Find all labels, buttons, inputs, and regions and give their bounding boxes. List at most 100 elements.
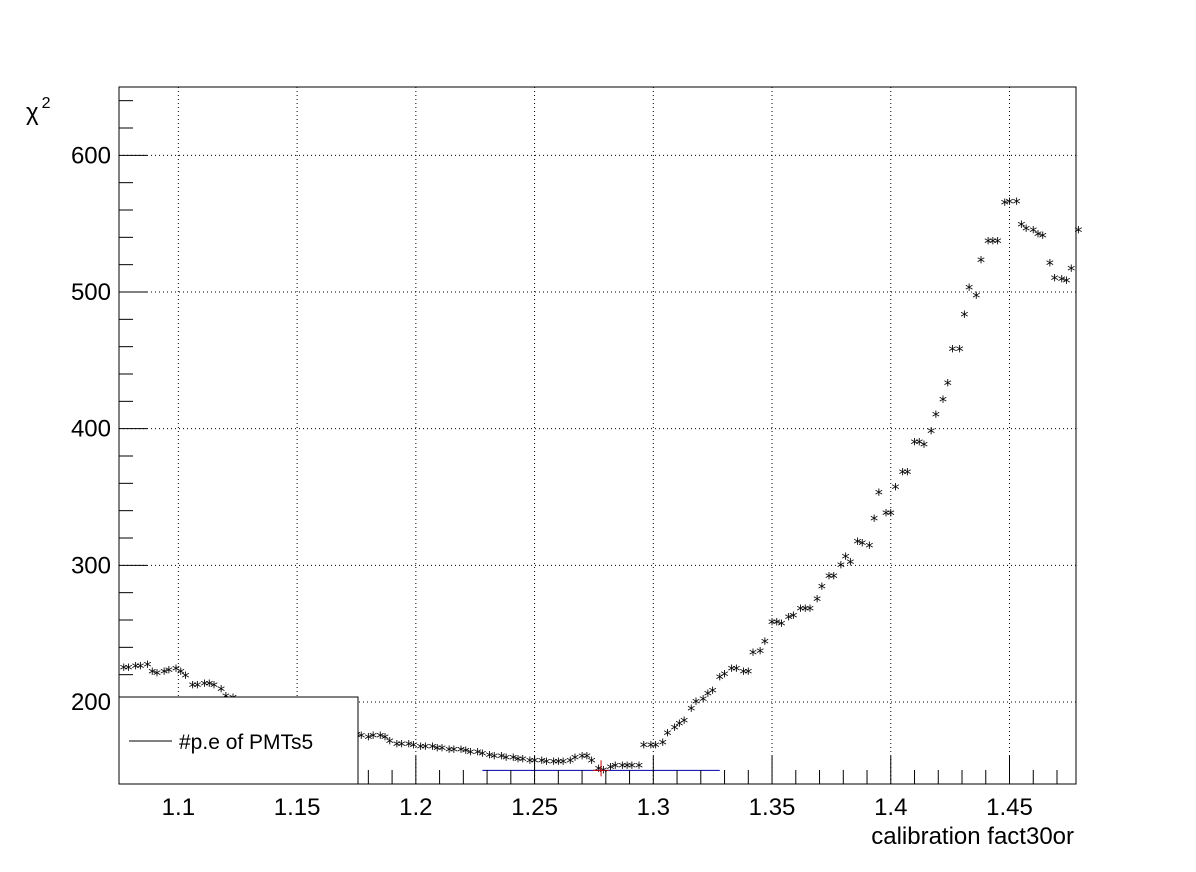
data-point-0-78: *	[571, 750, 579, 769]
data-point-0-119: *	[806, 601, 814, 620]
data-point-0-101: *	[704, 686, 712, 705]
data-point-0-154: *	[1006, 194, 1014, 213]
data-point-0-64: *	[490, 749, 498, 768]
legend-entry-label: #p.e of PMTs5	[179, 731, 313, 754]
data-point-0-112: *	[768, 615, 776, 634]
data-point-0-105: *	[728, 661, 736, 680]
data-point-0-81: *	[588, 753, 596, 772]
data-point-0-115: *	[785, 609, 793, 628]
data-point-0-117: *	[797, 601, 805, 620]
data-point-0-74: *	[550, 754, 558, 773]
data-point-0-95: *	[671, 720, 679, 739]
data-point-0-97: *	[680, 713, 688, 732]
x-axis-title: calibration fact30or	[871, 823, 1074, 850]
grid	[119, 87, 1076, 784]
data-point-0-57: *	[450, 742, 458, 761]
data-point-0-53: *	[428, 739, 436, 758]
data-point-0-79: *	[578, 749, 586, 768]
data-point-0-122: *	[825, 568, 833, 587]
y-tick-label-3: 500	[71, 279, 111, 306]
data-point-0-108: *	[744, 664, 752, 683]
data-point-0-128: *	[858, 535, 866, 554]
data-point-0-149: *	[977, 253, 985, 272]
data-point-0-98: *	[687, 701, 695, 720]
y-axis-title-symbol: χ	[26, 99, 39, 126]
legend: #p.e of PMTs5	[118, 696, 359, 785]
data-point-0-16: *	[210, 678, 218, 697]
data-point-0-159: *	[1034, 227, 1042, 246]
data-point-0-58: *	[457, 742, 465, 761]
data-point-0-123: *	[830, 568, 838, 587]
data-point-0-91: *	[647, 738, 655, 757]
data-point-0-76: *	[559, 754, 567, 773]
data-point-0-87: *	[623, 758, 631, 777]
data-point-0-146: *	[960, 307, 968, 326]
data-point-0-67: *	[509, 750, 517, 769]
data-point-0-90: *	[640, 738, 648, 757]
data-point-0-126: *	[846, 555, 854, 574]
data-point-0-156: *	[1017, 217, 1025, 236]
data-point-0-158: *	[1029, 223, 1037, 242]
data-point-0-92: *	[652, 738, 660, 757]
data-point-0-120: *	[813, 592, 821, 611]
data-point-0-103: *	[716, 669, 724, 688]
data-point-0-10: *	[177, 664, 185, 683]
data-point-0-141: *	[932, 407, 940, 426]
data-point-0-94: *	[664, 725, 672, 744]
data-point-0-166: *	[1074, 223, 1082, 242]
data-point-0-75: *	[554, 754, 562, 773]
data-point-0-148: *	[972, 288, 980, 307]
data-point-0-144: *	[949, 341, 957, 360]
data-point-0-88: *	[628, 758, 636, 777]
y-tick-label-4: 600	[71, 142, 111, 169]
data-point-0-50: *	[409, 738, 417, 757]
data-point-0-104: *	[721, 667, 729, 686]
plot-frame	[118, 86, 1077, 785]
data-point-0-153: *	[1001, 195, 1009, 214]
data-point-0-138: *	[915, 434, 923, 453]
data-point-0-54: *	[433, 740, 441, 759]
data-point-0-85: *	[611, 758, 619, 777]
data-point-0-83: *	[599, 762, 607, 781]
data-point-0-49: *	[405, 736, 413, 755]
data-point-0-165: *	[1067, 261, 1075, 280]
data-point-0-93: *	[659, 735, 667, 754]
data-point-0-111: *	[761, 634, 769, 653]
data-point-0-59: *	[462, 743, 470, 762]
data-point-0-133: *	[887, 505, 895, 524]
data-point-0-1: *	[124, 660, 132, 679]
data-point-0-151: *	[989, 233, 997, 252]
data-point-0-65: *	[497, 749, 505, 768]
data-point-0-12: *	[189, 678, 197, 697]
data-point-0-118: *	[801, 601, 809, 620]
data-point-0-4: *	[143, 657, 151, 676]
x-tick-label-5: 1.35	[749, 794, 796, 821]
data-point-0-132: *	[882, 505, 890, 524]
data-point-0-113: *	[773, 615, 781, 634]
data-point-0-102: *	[709, 683, 717, 702]
data-point-0-107: *	[740, 664, 748, 683]
data-point-0-152: *	[994, 233, 1002, 252]
data-point-0-7: *	[160, 664, 168, 683]
data-point-0-131: *	[875, 485, 883, 504]
data-point-0-109: *	[749, 645, 757, 664]
data-point-0-13: *	[193, 678, 201, 697]
data-point-0-125: *	[842, 549, 850, 568]
x-tick-label-3: 1.25	[511, 794, 558, 821]
data-point-0-6: *	[153, 665, 161, 684]
data-point-0-62: *	[478, 746, 486, 765]
data-point-0-41: *	[357, 728, 365, 747]
data-point-0-47: *	[393, 736, 401, 755]
data-point-0-143: *	[944, 376, 952, 395]
data-point-0-139: *	[920, 437, 928, 456]
data-point-0-89: *	[635, 758, 643, 777]
data-point-0-106: *	[732, 661, 740, 680]
x-tick-label-4: 1.3	[637, 794, 670, 821]
data-point-0-160: *	[1039, 228, 1047, 247]
data-point-0-142: *	[939, 392, 947, 411]
data-point-0-11: *	[181, 668, 189, 687]
data-point-0-15: *	[205, 676, 213, 695]
data-point-0-9: *	[172, 661, 180, 680]
legend-box	[118, 696, 359, 785]
data-point-0-56: *	[445, 742, 453, 761]
